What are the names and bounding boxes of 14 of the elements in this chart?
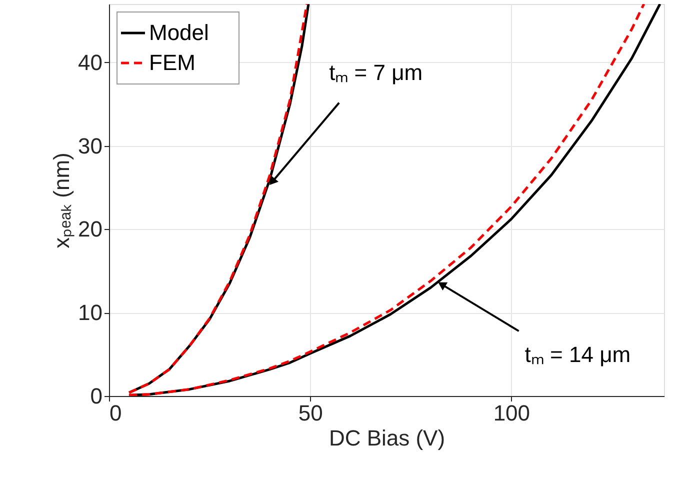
x-tick-label: 50: [298, 400, 323, 426]
y-tick-label: 30: [78, 133, 102, 158]
y-tick-label: 10: [78, 300, 102, 326]
x-tick-label: 0: [110, 400, 122, 426]
x-tick-label: 100: [493, 400, 530, 426]
y-tick-label: 20: [78, 216, 102, 242]
x-axis-title: DC Bias (V): [328, 426, 446, 450]
annotation: tₘ = 14 μm: [524, 342, 631, 368]
legend-label: FEM: [149, 50, 196, 75]
y-tick-label: 40: [78, 50, 102, 75]
legend-label: Model: [149, 20, 209, 45]
y-tick-label: 0: [90, 384, 102, 408]
y-axis-title: xₚₑₐₖ (nm): [49, 152, 76, 248]
annotation: tₘ = 7 μm: [329, 60, 423, 85]
